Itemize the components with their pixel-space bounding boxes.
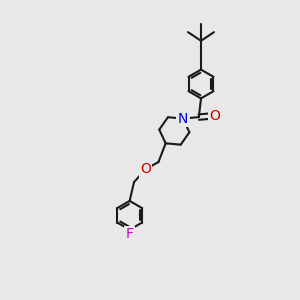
Text: F: F bbox=[126, 227, 134, 241]
Text: O: O bbox=[140, 162, 151, 176]
Text: O: O bbox=[209, 109, 220, 123]
Text: N: N bbox=[178, 112, 188, 126]
